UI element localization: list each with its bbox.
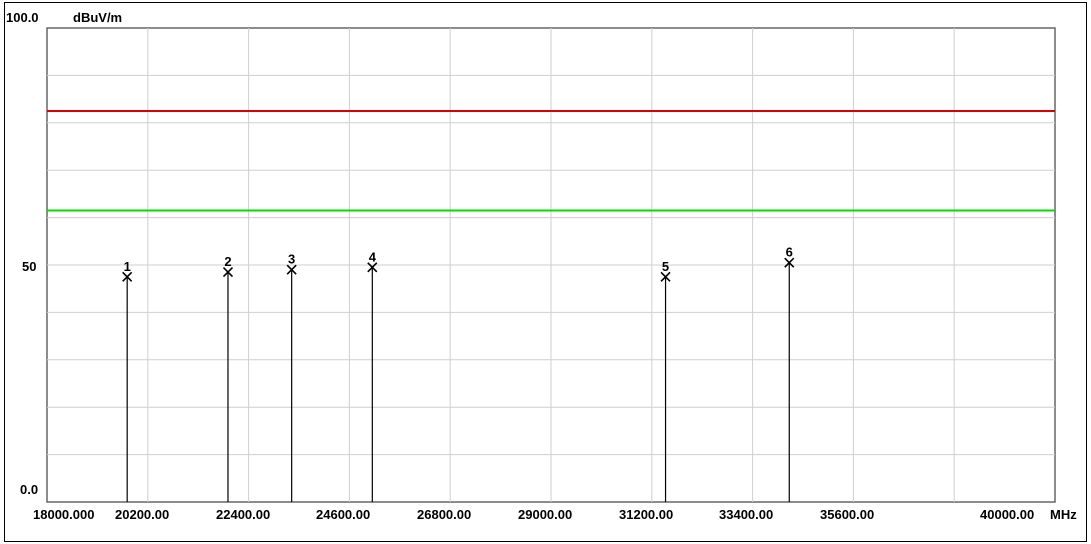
marker-label-2: 2 (224, 254, 231, 269)
x-tick-9: 40000.00 (980, 507, 1034, 522)
marker-label-1: 1 (124, 259, 131, 274)
marker-point-2 (222, 267, 234, 278)
marker-label-5: 5 (662, 259, 669, 274)
marker-point-6 (784, 257, 795, 268)
marker-label-4: 4 (369, 249, 377, 264)
x-tick-6: 31200.00 (619, 507, 673, 522)
x-tick-2: 22400.00 (216, 507, 270, 522)
chart-frame (4, 2, 1087, 542)
marker-point-3 (286, 264, 297, 275)
x-tick-8: 35600.00 (820, 507, 874, 522)
x-tick-1: 20200.00 (115, 507, 169, 522)
x-tick-4: 26800.00 (417, 507, 471, 522)
y-axis-unit: dBuV/m (73, 10, 122, 25)
x-tick-3: 24600.00 (316, 507, 370, 522)
marker-point-1 (122, 271, 133, 282)
grid (47, 28, 1055, 502)
marker-label-6: 6 (786, 245, 793, 260)
y-min-label: 0.0 (20, 482, 38, 497)
x-tick-5: 29000.00 (518, 507, 572, 522)
x-axis-unit: MHz (1050, 507, 1077, 522)
x-tick-0: 18000.000 (33, 507, 94, 522)
y-mid-label: 50 (22, 259, 36, 274)
marker-point-5 (660, 271, 671, 282)
y-max-label: 100.0 (6, 10, 39, 25)
marker-point-4 (367, 262, 378, 273)
markers: 1 2 3 4 5 6 (122, 245, 795, 502)
x-tick-7: 33400.00 (719, 507, 773, 522)
marker-label-3: 3 (288, 252, 295, 267)
limit-lines (47, 109, 1055, 212)
